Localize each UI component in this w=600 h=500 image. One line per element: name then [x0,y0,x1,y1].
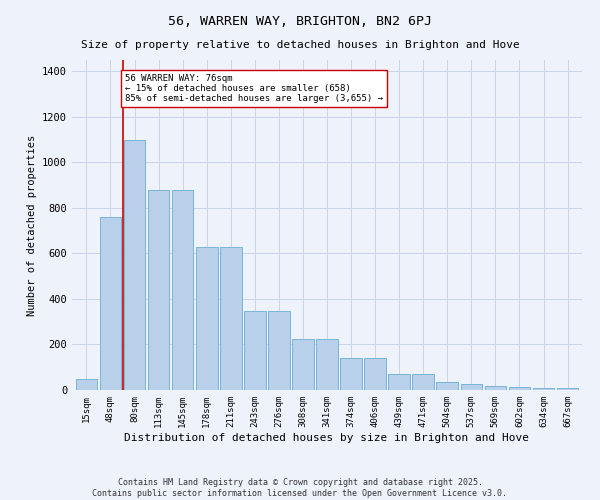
Bar [244,312,266,390]
Y-axis label: Number of detached properties: Number of detached properties [26,134,37,316]
Bar [388,374,410,390]
Bar [461,384,482,390]
Bar [196,246,218,390]
Bar [76,378,97,390]
Text: 56, WARREN WAY, BRIGHTON, BN2 6PJ: 56, WARREN WAY, BRIGHTON, BN2 6PJ [168,15,432,28]
Bar [485,386,506,390]
X-axis label: Distribution of detached houses by size in Brighton and Hove: Distribution of detached houses by size … [125,432,530,442]
Text: 56 WARREN WAY: 76sqm
← 15% of detached houses are smaller (658)
85% of semi-deta: 56 WARREN WAY: 76sqm ← 15% of detached h… [125,74,383,104]
Bar [316,339,338,390]
Bar [268,312,290,390]
Bar [148,190,169,390]
Bar [292,339,314,390]
Bar [412,374,434,390]
Bar [124,140,145,390]
Bar [509,388,530,390]
Bar [100,217,121,390]
Bar [220,246,242,390]
Text: Contains HM Land Registry data © Crown copyright and database right 2025.
Contai: Contains HM Land Registry data © Crown c… [92,478,508,498]
Bar [364,358,386,390]
Bar [533,388,554,390]
Bar [340,358,362,390]
Text: Size of property relative to detached houses in Brighton and Hove: Size of property relative to detached ho… [80,40,520,50]
Bar [557,388,578,390]
Bar [172,190,193,390]
Bar [436,382,458,390]
